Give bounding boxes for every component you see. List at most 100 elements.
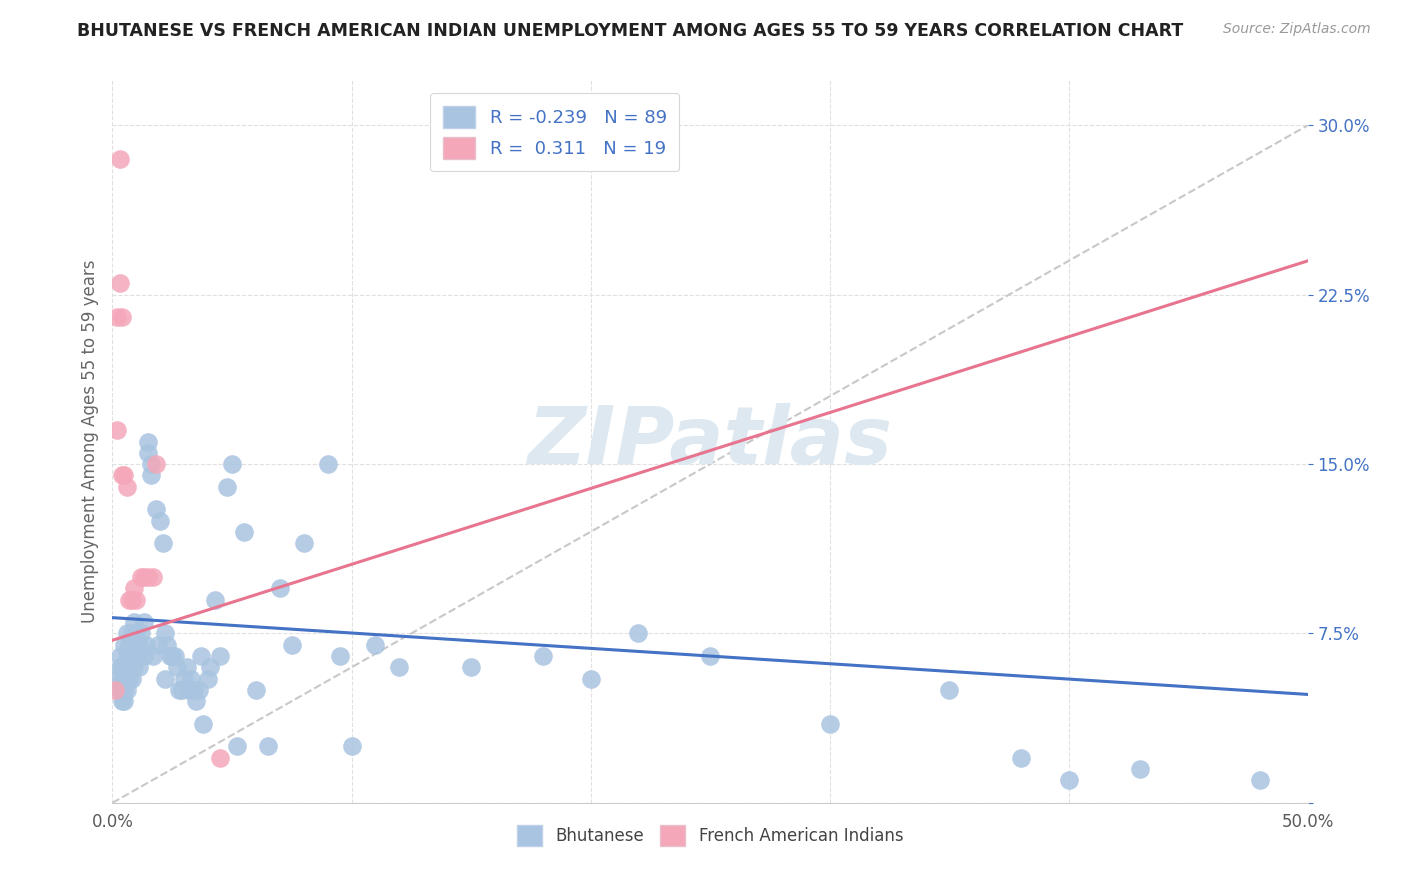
Point — [145, 502, 167, 516]
Point — [209, 648, 232, 663]
Point — [156, 638, 179, 652]
Point — [190, 648, 212, 663]
Point — [177, 682, 200, 697]
Y-axis label: Unemployment Among Ages 55 to 59 years: Unemployment Among Ages 55 to 59 years — [80, 260, 98, 624]
Point — [152, 536, 174, 550]
Point — [108, 682, 131, 697]
Point — [163, 648, 186, 663]
Point — [153, 672, 176, 686]
Point — [108, 648, 131, 663]
Point — [217, 480, 239, 494]
Point — [162, 648, 183, 663]
Point — [316, 457, 339, 471]
Point — [138, 570, 160, 584]
Point — [818, 716, 841, 731]
Point — [1057, 773, 1080, 788]
Point — [204, 592, 226, 607]
Text: Source: ZipAtlas.com: Source: ZipAtlas.com — [1223, 22, 1371, 37]
Point — [118, 592, 141, 607]
Point — [699, 648, 721, 663]
Point — [1010, 750, 1032, 764]
Point — [138, 446, 160, 460]
Point — [281, 638, 304, 652]
Point — [225, 739, 247, 754]
Point — [233, 524, 256, 539]
Point — [173, 672, 195, 686]
Point — [114, 468, 135, 483]
Point — [115, 480, 138, 494]
Point — [132, 615, 155, 630]
Point — [142, 570, 165, 584]
Point — [531, 648, 554, 663]
Point — [114, 682, 135, 697]
Point — [1129, 762, 1152, 776]
Point — [197, 672, 219, 686]
Point — [121, 592, 143, 607]
Point — [125, 626, 148, 640]
Point — [104, 682, 127, 697]
Point — [388, 660, 411, 674]
Point — [132, 570, 155, 584]
Point — [115, 660, 138, 674]
Text: ZIPatlas: ZIPatlas — [527, 402, 893, 481]
Point — [170, 682, 193, 697]
Point — [105, 672, 128, 686]
Point — [114, 660, 135, 674]
Point — [139, 457, 162, 471]
Point — [128, 638, 150, 652]
Point — [105, 310, 128, 325]
Point — [579, 672, 602, 686]
Point — [115, 682, 138, 697]
Point — [129, 570, 152, 584]
Point — [139, 468, 162, 483]
Point — [132, 648, 155, 663]
Point — [245, 682, 267, 697]
Legend: Bhutanese, French American Indians: Bhutanese, French American Indians — [510, 819, 910, 852]
Point — [135, 638, 157, 652]
Point — [1249, 773, 1271, 788]
Point — [114, 638, 135, 652]
Point — [122, 638, 145, 652]
Point — [938, 682, 960, 697]
Point — [142, 648, 165, 663]
Point — [114, 694, 135, 708]
Point — [108, 660, 131, 674]
Point — [111, 660, 134, 674]
Point — [128, 660, 150, 674]
Point — [114, 672, 135, 686]
Point — [221, 457, 243, 471]
Point — [108, 153, 131, 167]
Point — [186, 694, 208, 708]
Point — [125, 592, 148, 607]
Point — [111, 310, 134, 325]
Point — [125, 648, 148, 663]
Point — [121, 648, 143, 663]
Point — [193, 716, 215, 731]
Point — [111, 468, 134, 483]
Point — [146, 638, 169, 652]
Point — [269, 582, 291, 596]
Point — [121, 626, 143, 640]
Point — [105, 423, 128, 437]
Point — [118, 638, 141, 652]
Point — [122, 582, 145, 596]
Point — [111, 694, 134, 708]
Point — [159, 648, 181, 663]
Point — [129, 626, 152, 640]
Point — [329, 648, 352, 663]
Point — [180, 672, 202, 686]
Point — [122, 615, 145, 630]
Point — [108, 277, 131, 291]
Point — [111, 682, 134, 697]
Point — [115, 626, 138, 640]
Point — [340, 739, 363, 754]
Point — [183, 682, 205, 697]
Point — [122, 660, 145, 674]
Point — [187, 682, 209, 697]
Point — [209, 750, 232, 764]
Point — [118, 672, 141, 686]
Point — [111, 672, 134, 686]
Point — [115, 648, 138, 663]
Point — [200, 660, 222, 674]
Point — [169, 682, 191, 697]
